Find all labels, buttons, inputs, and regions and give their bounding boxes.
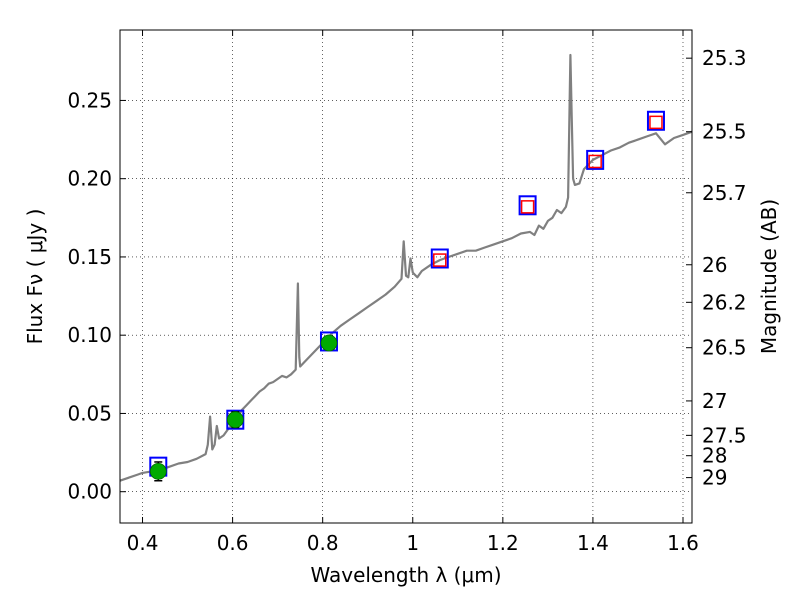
- y-tick-label: 0.00: [67, 480, 112, 504]
- blue-square-marker: [586, 149, 605, 170]
- grid-layer: [120, 30, 692, 523]
- red-square-marker: [649, 115, 663, 130]
- right-tick-label: 25.7: [702, 181, 747, 205]
- blue-square-marker: [518, 195, 537, 216]
- y-tick-label: 0.20: [67, 167, 112, 191]
- right-tick-label: 27.5: [702, 423, 747, 447]
- x-tick-label: 1.2: [487, 531, 519, 555]
- marker-layer: [149, 110, 665, 482]
- x-tick-label: 1.4: [577, 531, 609, 555]
- right-tick-label: 26.5: [702, 336, 747, 360]
- green-data-point: [320, 334, 338, 352]
- red-square-marker: [588, 154, 602, 169]
- red-square-marker: [520, 200, 535, 214]
- x-tick-label: 1.6: [667, 531, 699, 555]
- y-tick-label: 0.10: [67, 323, 112, 347]
- green-data-point: [149, 462, 167, 480]
- label-layer: 0.4 0.6 0.8 1 1.2 1.4 1.6 0.00 0.05 0.10 0.15 0.20 0…: [67, 46, 746, 555]
- blue-square-marker: [646, 110, 665, 131]
- plot-frame: [119, 29, 693, 524]
- right-tick-label: 25.5: [702, 120, 747, 144]
- green-data-point: [226, 411, 244, 429]
- x-tick-label: 0.4: [127, 531, 159, 555]
- y-tick-label: 0.15: [67, 245, 112, 269]
- x-axis-title: Wavelength λ (μm): [310, 563, 501, 587]
- spectrum-line: [119, 53, 693, 482]
- right-tick-label: 27: [702, 389, 727, 413]
- x-tick-label: 0.6: [217, 531, 249, 555]
- y-axis-title-left: Flux Fν ( μJy ): [23, 209, 47, 345]
- spectrum-layer: [119, 53, 693, 482]
- y-axis-title-right: Magnitude (AB): [757, 199, 781, 354]
- tick-layer: [120, 30, 692, 523]
- right-tick-label: 25.3: [702, 46, 747, 70]
- y-tick-label: 0.25: [67, 88, 112, 112]
- x-tick-label: 1: [406, 531, 419, 555]
- right-tick-label: 29: [702, 466, 727, 490]
- red-square-marker: [433, 253, 447, 267]
- y-tick-label: 0.05: [67, 401, 112, 425]
- right-tick-label: 26: [702, 253, 727, 277]
- right-tick-label: 28: [702, 444, 727, 468]
- blue-square-marker: [430, 248, 449, 269]
- right-tick-label: 26.2: [702, 290, 747, 314]
- x-tick-label: 0.8: [307, 531, 339, 555]
